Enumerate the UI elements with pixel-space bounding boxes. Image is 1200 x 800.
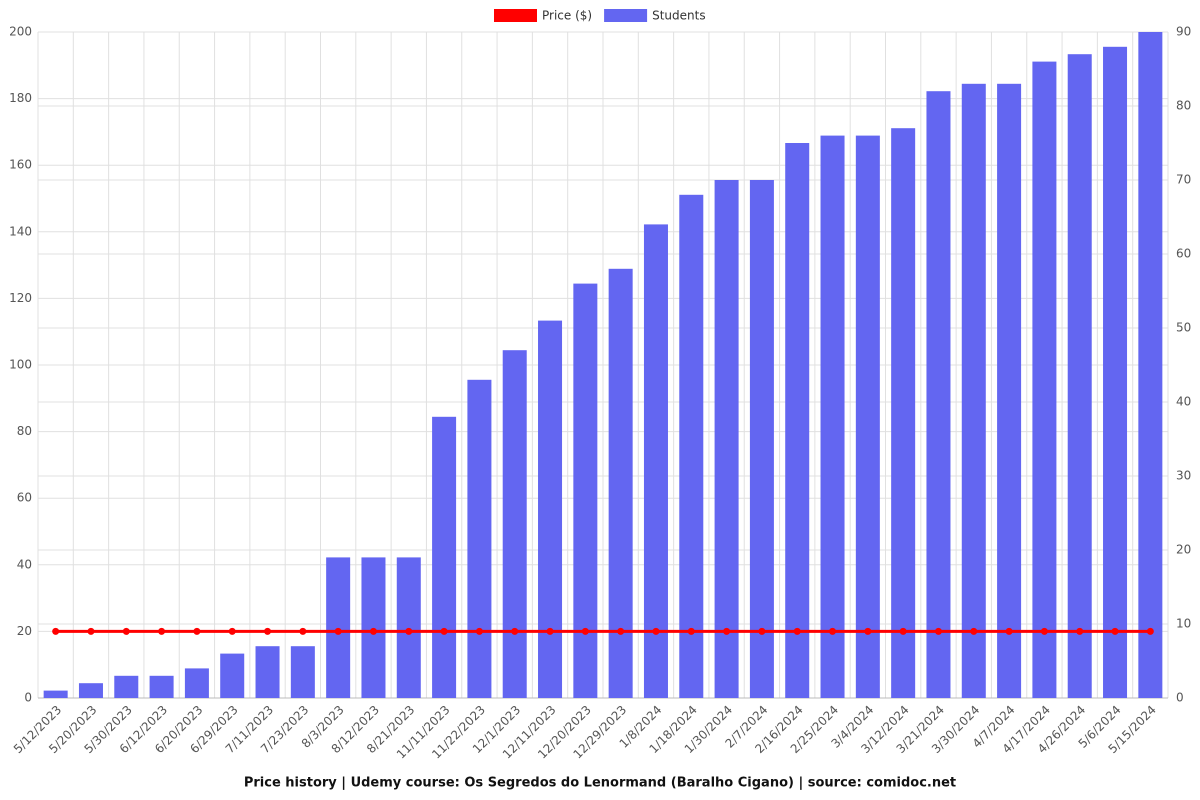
line-point — [899, 627, 907, 635]
y2-tick-label: 70 — [1176, 173, 1191, 187]
y-tick-label: 140 — [9, 224, 32, 238]
line-point — [440, 627, 448, 635]
line-point — [1111, 627, 1119, 635]
line-point — [829, 627, 837, 635]
bar — [538, 320, 563, 698]
bar — [149, 675, 174, 698]
bar — [361, 557, 386, 698]
y-tick-label: 120 — [9, 291, 32, 305]
line-point — [228, 627, 236, 635]
y-tick-label: 160 — [9, 158, 32, 172]
line-point — [264, 627, 272, 635]
line-point — [934, 627, 942, 635]
chart-title: Price history | Udemy course: Os Segredo… — [244, 776, 956, 791]
y-tick-label: 200 — [9, 25, 32, 39]
line-point — [793, 627, 801, 635]
y-tick-label: 60 — [17, 491, 32, 505]
line-point — [546, 627, 554, 635]
bar — [891, 128, 916, 698]
bar — [679, 194, 704, 699]
legend-swatch — [494, 9, 537, 22]
bar — [997, 83, 1022, 699]
bar — [502, 350, 527, 698]
line-point — [723, 627, 731, 635]
y-tick-label: 80 — [17, 424, 32, 438]
line-point — [511, 627, 519, 635]
y-tick-label: 180 — [9, 91, 32, 105]
y-tick-label: 0 — [24, 691, 32, 705]
line-point — [158, 627, 166, 635]
line-point — [864, 627, 872, 635]
y-tick-label: 100 — [9, 358, 32, 372]
bar — [573, 283, 598, 698]
bar — [114, 675, 139, 698]
bar — [396, 557, 421, 698]
legend-label: Students — [652, 9, 706, 23]
line-point — [652, 627, 660, 635]
y2-tick-label: 10 — [1176, 617, 1191, 631]
legend-label: Price ($) — [542, 9, 592, 23]
y2-tick-label: 30 — [1176, 469, 1191, 483]
line-point — [970, 627, 978, 635]
bar — [961, 83, 986, 699]
bar — [432, 416, 457, 698]
line-point — [299, 627, 307, 635]
bar — [749, 180, 774, 698]
y2-tick-label: 20 — [1176, 543, 1191, 557]
bar — [184, 668, 209, 698]
line-point — [87, 627, 95, 635]
y2-tick-label: 60 — [1176, 247, 1191, 261]
line-point — [405, 627, 413, 635]
y2-tick-label: 50 — [1176, 321, 1191, 335]
line-point — [122, 627, 130, 635]
bar — [855, 135, 880, 699]
bar — [220, 653, 245, 698]
bar — [255, 646, 280, 698]
bar — [78, 683, 103, 698]
bar — [608, 268, 633, 698]
line-point — [758, 627, 766, 635]
line-point — [617, 627, 625, 635]
line-point — [687, 627, 695, 635]
legend-swatch — [604, 9, 648, 22]
bar — [326, 557, 351, 698]
line-point — [1146, 627, 1154, 635]
line-point — [193, 627, 201, 635]
line-point — [1005, 627, 1013, 635]
bar — [820, 135, 845, 699]
bar — [1032, 61, 1057, 699]
line-point — [334, 627, 342, 635]
line-point — [52, 627, 60, 635]
line-point — [1076, 627, 1084, 635]
y-tick-label: 40 — [17, 557, 32, 571]
line-point — [1040, 627, 1048, 635]
bar — [926, 91, 951, 698]
bar — [290, 646, 315, 698]
bar — [43, 690, 68, 698]
line-point — [369, 627, 377, 635]
y-tick-label: 20 — [17, 624, 32, 638]
line-point — [581, 627, 589, 635]
y2-tick-label: 80 — [1176, 99, 1191, 113]
bar — [1067, 54, 1092, 698]
line-point — [475, 627, 483, 635]
bar — [1138, 32, 1163, 698]
y2-tick-label: 40 — [1176, 395, 1191, 409]
y2-tick-label: 0 — [1176, 691, 1184, 705]
bar — [643, 224, 668, 698]
bar — [785, 143, 810, 698]
bar — [1103, 46, 1128, 699]
y2-tick-label: 90 — [1176, 25, 1191, 39]
bar — [714, 180, 739, 698]
bar — [467, 379, 492, 698]
